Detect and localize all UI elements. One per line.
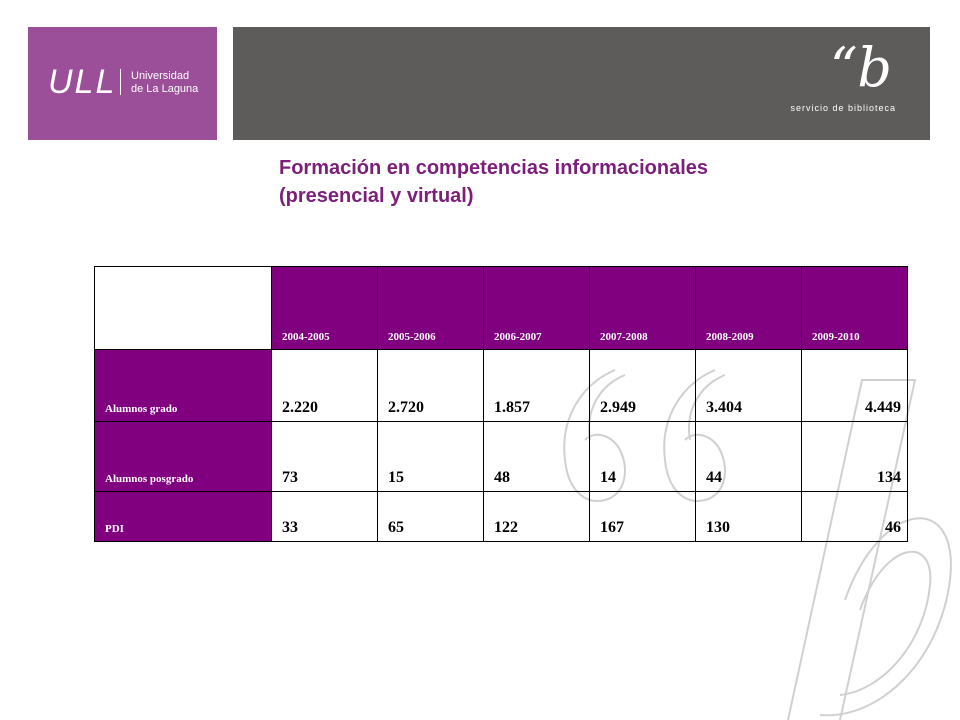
university-name-line1: Universidad: [131, 70, 190, 82]
column-header: 2005-2006: [377, 266, 484, 350]
table-cell: 130: [695, 491, 802, 542]
table-row: Alumnos posgrado 73 15 48 14 44 134: [94, 421, 908, 492]
table-cell: 4.449: [801, 349, 908, 422]
table-header-row: 2004-2005 2005-2006 2006-2007 2007-2008 …: [94, 266, 908, 350]
ull-logo: ULL Universidad de La Laguna: [28, 27, 217, 140]
row-label: PDI: [94, 491, 272, 542]
table-cell: 73: [271, 421, 378, 492]
slide-title: Formación en competencias informacionale…: [279, 154, 708, 210]
slide-title-line2: (presencial y virtual): [279, 185, 474, 207]
table-corner-cell: [94, 266, 272, 350]
column-header: 2009-2010: [801, 266, 908, 350]
library-header-bar: “b servicio de biblioteca: [233, 27, 930, 140]
table-cell: 44: [695, 421, 802, 492]
university-name: Universidad de La Laguna: [131, 70, 198, 96]
university-name-line2: de La Laguna: [131, 83, 199, 95]
logo-separator: [120, 69, 121, 95]
table-cell: 2.720: [377, 349, 484, 422]
slide-title-line1: Formación en competencias informacionale…: [279, 157, 709, 179]
table-cell: 2.220: [271, 349, 378, 422]
library-name: servicio de biblioteca: [790, 103, 896, 113]
table-cell: 1.857: [483, 349, 590, 422]
table-cell: 122: [483, 491, 590, 542]
table-cell: 15: [377, 421, 484, 492]
table-cell: 65: [377, 491, 484, 542]
table-cell: 33: [271, 491, 378, 542]
table-cell: 3.404: [695, 349, 802, 422]
table-row: PDI 33 65 122 167 130 46: [94, 491, 908, 542]
row-label: Alumnos posgrado: [94, 421, 272, 492]
table-cell: 46: [801, 491, 908, 542]
table-cell: 134: [801, 421, 908, 492]
library-logo-mark: “b: [829, 36, 892, 99]
statistics-table: 2004-2005 2005-2006 2006-2007 2007-2008 …: [94, 266, 908, 542]
table-cell: 2.949: [589, 349, 696, 422]
ull-logo-mark: ULL: [48, 63, 117, 101]
column-header: 2007-2008: [589, 266, 696, 350]
table-row: Alumnos grado 2.220 2.720 1.857 2.949 3.…: [94, 349, 908, 422]
column-header: 2008-2009: [695, 266, 802, 350]
table-cell: 48: [483, 421, 590, 492]
row-label: Alumnos grado: [94, 349, 272, 422]
column-header: 2006-2007: [483, 266, 590, 350]
table-cell: 14: [589, 421, 696, 492]
column-header: 2004-2005: [271, 266, 378, 350]
table-cell: 167: [589, 491, 696, 542]
